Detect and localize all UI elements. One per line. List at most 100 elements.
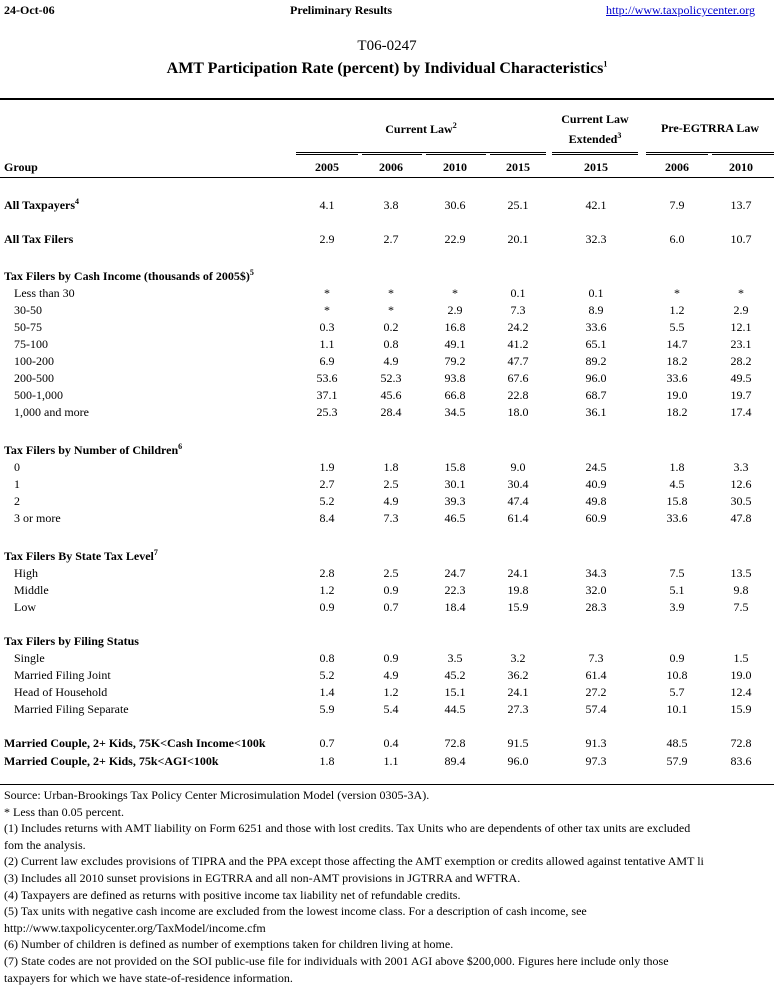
table-cell: 41.2: [507, 337, 529, 351]
header-bottom-rule: [0, 177, 774, 178]
footnote-line: (3) Includes all 2010 sunset provisions …: [4, 871, 521, 885]
table-cell: 33.6: [666, 371, 688, 385]
footnote-marker: 5: [249, 268, 254, 277]
table-cell: 19.0: [730, 668, 752, 682]
section-title: Tax Filers by Cash Income (thousands of …: [4, 268, 254, 284]
table-cell: 15.8: [666, 494, 688, 508]
table-cell: 8.9: [588, 303, 604, 317]
table-cell: 3.5: [447, 651, 463, 665]
table-cell: 34.3: [585, 566, 607, 580]
table-cell: 0.4: [383, 736, 399, 750]
table-cell: 10.8: [666, 668, 688, 682]
table-cell: 91.3: [585, 736, 607, 750]
table-cell: 89.2: [585, 354, 607, 368]
colgroup-extended-line1: Current Law: [561, 112, 629, 126]
table-cell: 12.1: [730, 320, 752, 334]
table-cell: 1.8: [669, 460, 685, 474]
table-cell: 42.1: [585, 198, 607, 212]
table-cell: 10.1: [666, 702, 688, 716]
table-row-label: 75-100: [14, 337, 48, 351]
colgroup-pre-egtrra-rule: [646, 152, 774, 153]
table-cell: 79.2: [444, 354, 466, 368]
table-cell: 96.0: [585, 371, 607, 385]
table-cell: 1.1: [383, 754, 399, 768]
table-cell: 2.8: [319, 566, 335, 580]
table-cell: 1.9: [319, 460, 335, 474]
table-cell: 1.2: [383, 685, 399, 699]
table-row-label: 1: [14, 477, 20, 491]
table-cell: 18.4: [444, 600, 466, 614]
married-couple-row-label: Married Couple, 2+ Kids, 75K<Cash Income…: [4, 736, 266, 750]
table-cell: 4.1: [319, 198, 335, 212]
year-header: 2015: [506, 160, 530, 174]
table-cell: 8.4: [319, 511, 335, 525]
table-cell: 47.4: [507, 494, 529, 508]
table-row-label: 1,000 and more: [14, 405, 89, 419]
footnote-marker: 4: [75, 197, 80, 206]
colgroup-current-law-extended: Current Law Extended3: [552, 109, 638, 149]
table-cell: 18.2: [666, 405, 688, 419]
table-row-label: 2: [14, 494, 20, 508]
table-cell: 7.5: [669, 566, 685, 580]
table-cell: 4.9: [383, 668, 399, 682]
table-cell: 19.8: [507, 583, 529, 597]
table-cell: 12.4: [730, 685, 752, 699]
colgroup-current-law-rule: [296, 152, 546, 153]
year-header: 2005: [315, 160, 339, 174]
page-title-footnote: 1: [603, 59, 608, 69]
table-cell: 15.8: [444, 460, 466, 474]
table-cell: 0.9: [669, 651, 685, 665]
table-cell: 5.2: [319, 494, 335, 508]
table-cell: 5.5: [669, 320, 685, 334]
colgroup-extended-label2: Extended: [568, 132, 618, 146]
table-row-label: Single: [14, 651, 45, 665]
tpc-url-link[interactable]: http://www.taxpolicycenter.org: [606, 3, 755, 17]
footnote-line: (5) Tax units with negative cash income …: [4, 904, 587, 919]
colgroup-current-law-label: Current Law: [385, 122, 453, 136]
table-cell: 57.9: [666, 754, 688, 768]
table-cell: 22.3: [444, 583, 466, 597]
table-cell: 25.1: [507, 198, 529, 212]
footnote-marker: 7: [153, 548, 158, 557]
table-cell: 5.4: [383, 702, 399, 716]
footnote-line: Source: Urban-Brookings Tax Policy Cente…: [4, 788, 430, 802]
table-cell: 4.9: [383, 494, 399, 508]
table-cell: 24.7: [444, 566, 466, 580]
table-cell: 0.9: [383, 583, 399, 597]
table-cell: 5.2: [319, 668, 335, 682]
table-row-label: Middle: [14, 583, 49, 597]
table-cell: 30.1: [444, 477, 466, 491]
table-cell: 65.1: [585, 337, 607, 351]
page-title-text: AMT Participation Rate (percent) by Indi…: [166, 60, 604, 77]
table-cell: 61.4: [585, 668, 607, 682]
table-cell: 0.7: [383, 600, 399, 614]
year-header: 2015: [584, 160, 608, 174]
table-cell: *: [674, 286, 680, 300]
footnote-line: http://www.taxpolicycenter.org/TaxModel/…: [4, 920, 266, 935]
table-cell: 5.1: [669, 583, 685, 597]
table-cell: 36.1: [585, 405, 607, 419]
table-row-label: 200-500: [14, 371, 54, 385]
footnote-line: (1) Includes returns with AMT liability …: [4, 821, 691, 836]
year-header-rule: [712, 154, 774, 155]
year-header: 2010: [729, 160, 753, 174]
table-cell: 20.1: [507, 232, 529, 246]
table-cell: 7.3: [383, 511, 399, 525]
year-header-rule: [426, 154, 486, 155]
page-title: AMT Participation Rate (percent) by Indi…: [0, 60, 774, 78]
table-cell: 0.9: [383, 651, 399, 665]
table-cell: 47.7: [507, 354, 529, 368]
table-cell: 14.7: [666, 337, 688, 351]
table-cell: 72.8: [444, 736, 466, 750]
table-cell: 27.3: [507, 702, 529, 716]
table-cell: 33.6: [585, 320, 607, 334]
footnote-line: taxpayers for which we have state-of-res…: [4, 970, 293, 985]
table-cell: 19.7: [730, 388, 752, 402]
table-row-label: Low: [14, 600, 36, 614]
table-cell: *: [388, 303, 394, 317]
table-cell: 23.1: [730, 337, 752, 351]
table-cell: 27.2: [585, 685, 607, 699]
colgroup-extended-rule: [552, 152, 638, 153]
table-row-label: 500-1,000: [14, 388, 63, 402]
group-column-header: Group: [4, 160, 38, 174]
